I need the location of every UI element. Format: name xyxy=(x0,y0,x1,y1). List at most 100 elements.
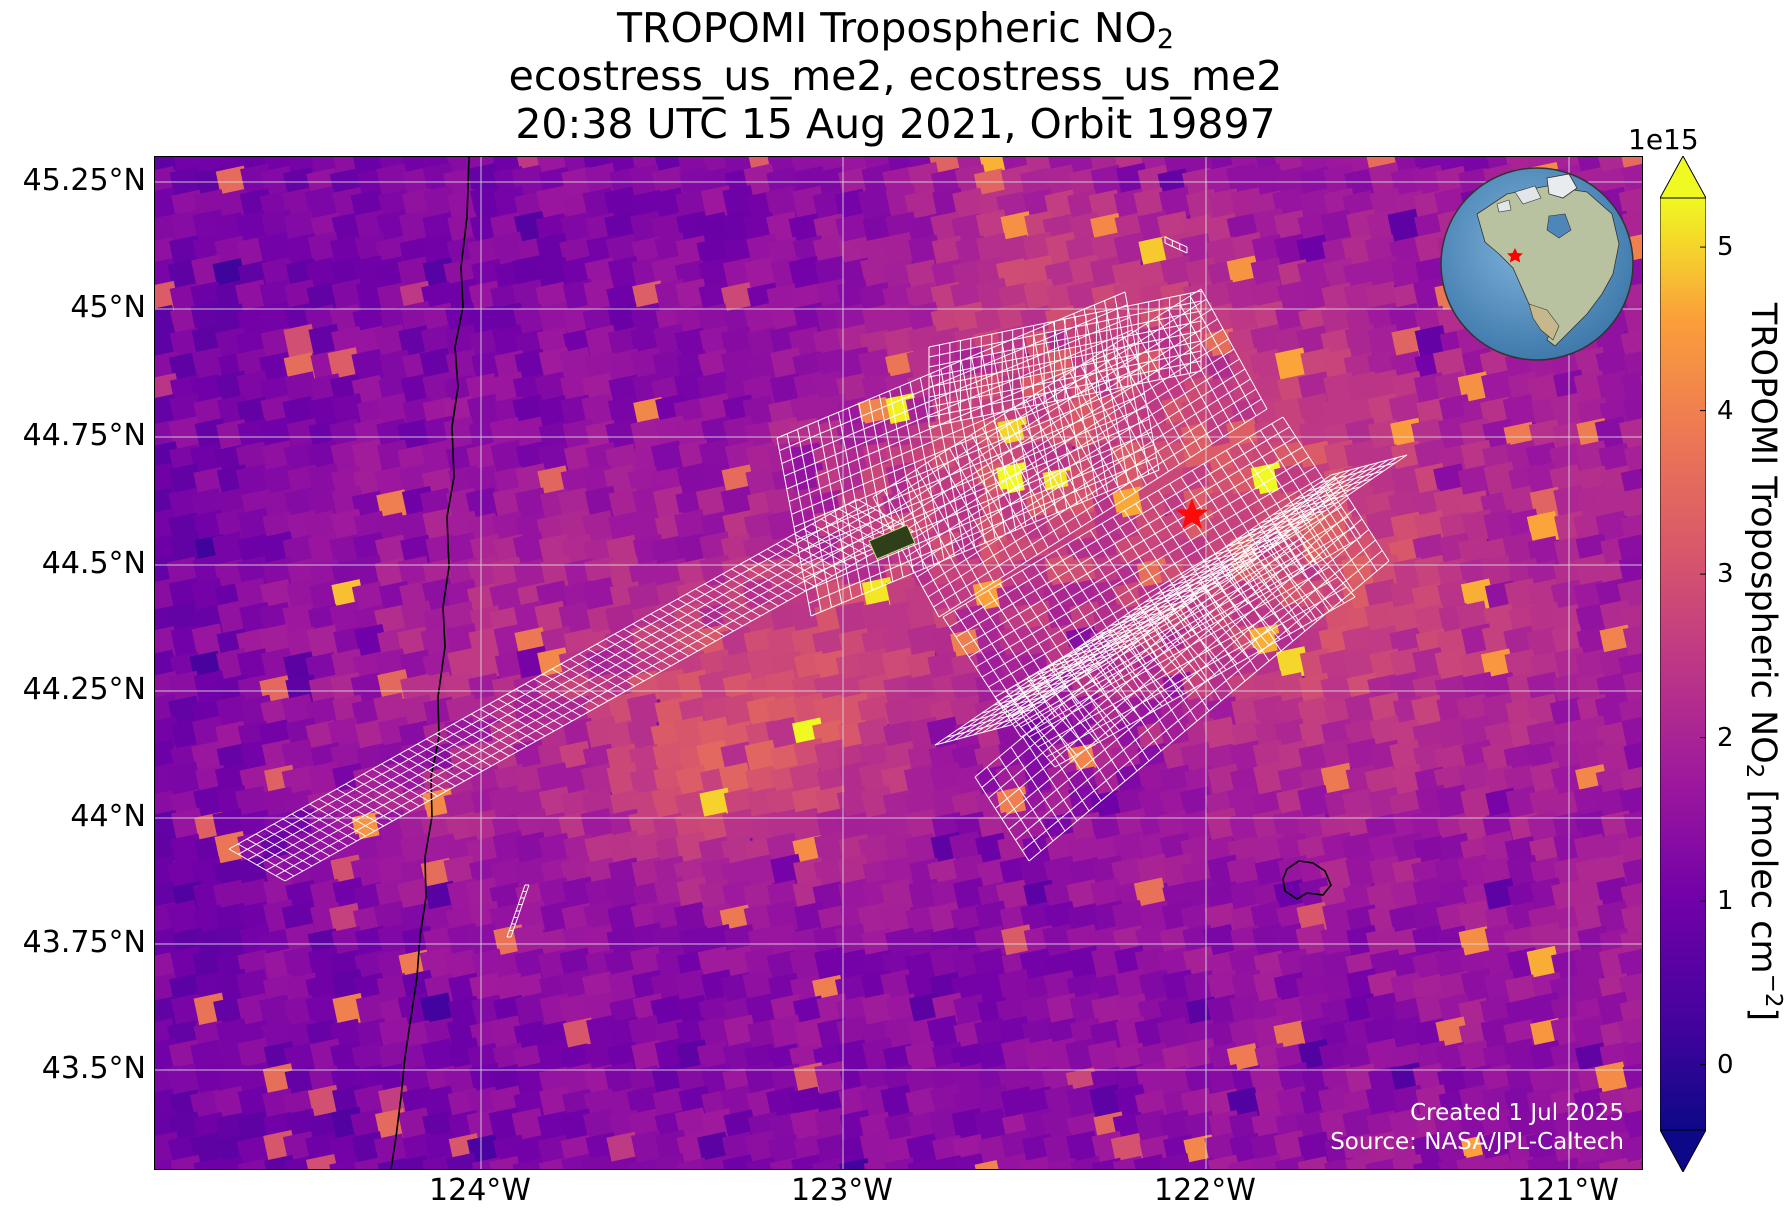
no2-pixel xyxy=(1621,486,1642,521)
no2-pixel xyxy=(1157,600,1192,635)
no2-pixel xyxy=(722,808,757,843)
no2-pixel xyxy=(286,157,321,176)
no2-pixel xyxy=(257,232,293,267)
no2-pixel xyxy=(1274,347,1310,382)
coastline-layer xyxy=(390,157,1332,1169)
footprint-line xyxy=(905,348,1235,558)
no2-pixel xyxy=(605,603,640,638)
footprint-line xyxy=(988,497,1349,799)
no2-pixel xyxy=(1621,1157,1642,1169)
no2-pixel xyxy=(1549,392,1585,427)
footprint-line xyxy=(1021,550,1383,851)
greenland-landmass xyxy=(1546,173,1578,199)
footprint-line xyxy=(916,368,1246,578)
colorbar-tick-label: 2 xyxy=(1717,722,1734,753)
lat-label-44: 44°N xyxy=(70,799,146,834)
no2-pixel xyxy=(788,807,823,842)
footprint-line xyxy=(506,884,526,938)
no2-pixel xyxy=(466,922,501,958)
no2-pixel xyxy=(1343,646,1378,681)
no2-pixel xyxy=(720,348,756,383)
no2-pixel xyxy=(420,439,456,474)
colorbar xyxy=(1660,156,1706,1172)
no2-pixel xyxy=(166,1063,201,1098)
footprint-line xyxy=(955,436,1297,638)
footprint-line xyxy=(1091,642,1152,713)
no2-pixel xyxy=(880,902,915,937)
no2-pixel xyxy=(652,157,687,174)
no2-pixel xyxy=(1320,924,1355,959)
map-panel: Created 1 Jul 2025 Source: NASA/JPL-Calt… xyxy=(154,156,1643,1170)
no2-pixel xyxy=(580,808,615,843)
no2-pixel xyxy=(306,624,341,659)
footprint-line xyxy=(1294,526,1356,598)
no2-pixel xyxy=(582,577,617,612)
no2-pixel xyxy=(764,669,800,704)
no2-pixel xyxy=(511,1107,546,1142)
no2-pixel xyxy=(1618,834,1642,869)
lat-label-44-5: 44.5°N xyxy=(41,546,146,581)
footprint-line xyxy=(928,370,1202,428)
no2-pixel xyxy=(490,439,525,474)
footprint-line xyxy=(1028,560,1390,862)
no2-pixel xyxy=(743,163,778,198)
title-line-2: ecostress_us_me2, ecostress_us_me2 xyxy=(508,52,1283,100)
footprint-line xyxy=(944,472,1341,743)
no2-pixel xyxy=(1019,1156,1054,1169)
no2-pixel xyxy=(258,301,294,336)
no2-pixel xyxy=(1618,417,1642,452)
lake-outline xyxy=(1282,860,1332,900)
no2-pixel xyxy=(742,854,777,889)
footprint-line xyxy=(801,418,1150,566)
no2-pixel xyxy=(354,623,389,659)
no2-pixel xyxy=(629,832,664,867)
no2-pixel xyxy=(723,692,759,727)
footprint-line xyxy=(981,487,1343,788)
no2-pixel xyxy=(351,157,386,177)
no2-pixel xyxy=(466,647,501,682)
no2-pixel xyxy=(604,186,639,221)
no2-pixel xyxy=(1115,807,1150,843)
locator-globe xyxy=(1440,167,1634,361)
no2-pixel xyxy=(904,1040,939,1075)
no2-pixel xyxy=(1622,857,1642,892)
footprint-line xyxy=(1273,538,1334,610)
canadian-arctic-islands xyxy=(1496,185,1542,213)
no2-pixel xyxy=(903,764,938,799)
colorbar-label-wrap: TROPOMI Tropospheric NO2 [molec cm−2] xyxy=(1735,156,1791,1168)
footprint-line xyxy=(911,358,1240,568)
footprint-line xyxy=(781,316,1131,464)
footprint-line xyxy=(776,291,1126,439)
footprint-line xyxy=(1198,581,1259,652)
no2-pixel xyxy=(907,1157,942,1169)
footprint-line xyxy=(1164,236,1188,248)
footprint-line xyxy=(266,519,895,871)
no2-pixel xyxy=(491,231,526,266)
no2-pixel xyxy=(1480,1153,1515,1169)
footprint-line xyxy=(1010,454,1408,726)
no2-pixel xyxy=(1392,1153,1427,1169)
no2-pixel xyxy=(1413,1158,1448,1169)
lat-label-45: 45°N xyxy=(70,290,146,325)
colorbar-tick-label: 3 xyxy=(1717,559,1734,590)
north-america-landmass xyxy=(1476,185,1620,347)
no2-pixel xyxy=(1206,807,1241,842)
footprint-line xyxy=(942,416,1284,618)
target-site-star xyxy=(1175,498,1209,529)
footprint-line xyxy=(1003,536,1304,708)
no2-pixel xyxy=(1133,1154,1168,1169)
footprint-line xyxy=(988,486,1329,688)
no2-pixel xyxy=(398,1107,433,1142)
footprint-line xyxy=(1001,518,1363,820)
no2-pixel xyxy=(1387,208,1422,243)
no2-pixel xyxy=(1459,157,1494,175)
no2-pixel xyxy=(1091,553,1126,588)
footprint-line xyxy=(793,380,1143,528)
no2-pixel xyxy=(881,231,916,267)
no2-pixel xyxy=(329,1158,364,1169)
no2-pixel xyxy=(1297,392,1332,428)
no2-pixel xyxy=(879,601,915,636)
no2-pixel xyxy=(1623,1039,1642,1074)
colorbar-lower-extend xyxy=(1660,1129,1706,1172)
footprint-line xyxy=(228,498,858,850)
